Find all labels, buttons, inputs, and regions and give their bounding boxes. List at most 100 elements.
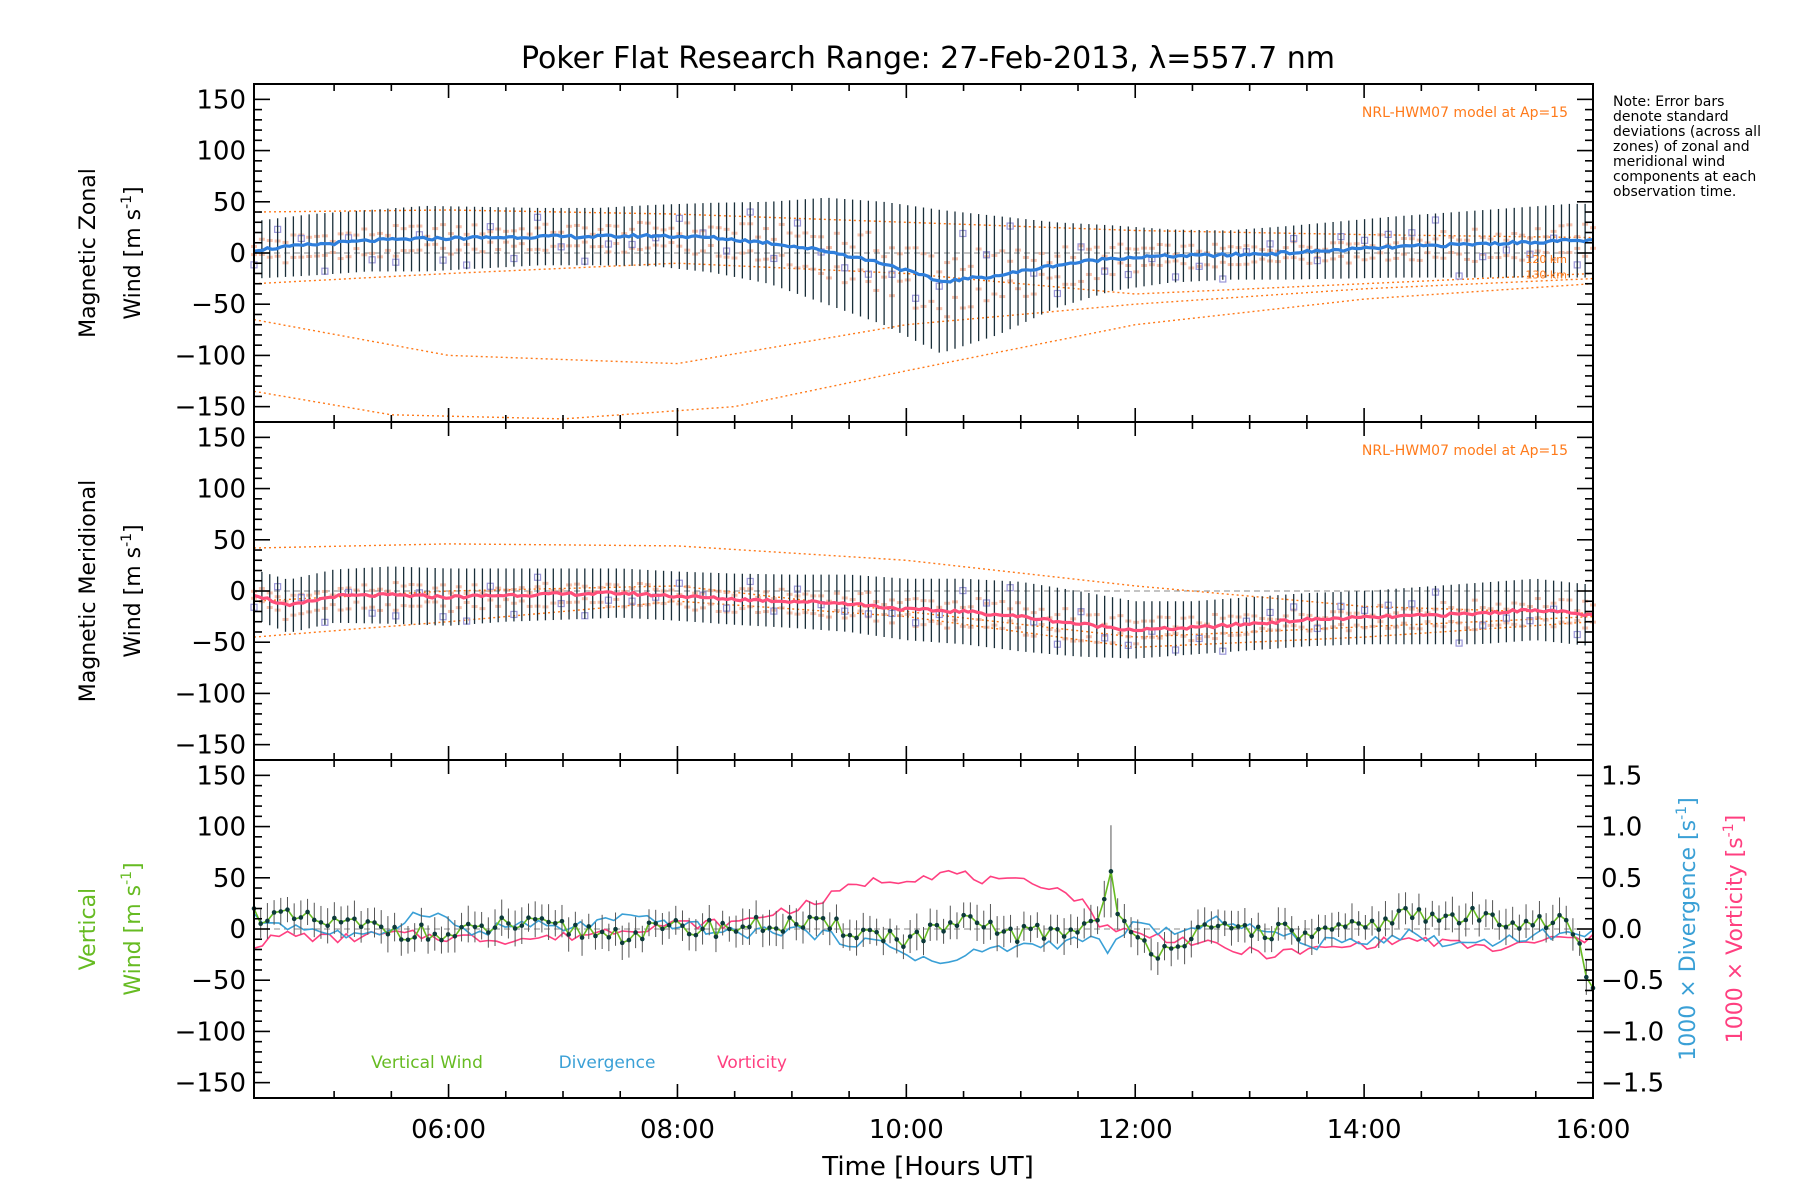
vertical-wind-point <box>365 919 371 924</box>
y-axis-label-line2: Wind [m s-1] <box>119 524 146 657</box>
vertical-wind-point <box>1329 927 1335 932</box>
vertical-wind-point <box>780 929 786 934</box>
model-level-label: 130 km <box>1525 269 1567 282</box>
x-tick-label: 14:00 <box>1327 1115 1402 1145</box>
vertical-wind-point <box>298 915 304 920</box>
vertical-wind-point <box>1517 926 1522 931</box>
y-tick-label: −100 <box>175 679 246 709</box>
vertical-wind-point <box>934 922 940 928</box>
legend-vorticity: Vorticity <box>717 1053 787 1073</box>
y2-tick-label: 0.0 <box>1601 915 1642 945</box>
vertical-wind-point <box>338 919 344 925</box>
vertical-wind-point <box>693 932 699 938</box>
vertical-wind-point <box>787 915 792 920</box>
x-axis: 06:00 08:00 10:00 12:00 14:00 16:00 Time [Hour… <box>411 1115 1630 1182</box>
vertical-wind-point <box>1430 911 1435 917</box>
vertical-wind-point <box>1041 936 1047 941</box>
panel-zonal-axes: 150 100 50 0 −50 −100 −150 Magnetic Zonal Wind [… <box>76 83 1594 423</box>
vertical-wind-point <box>372 920 377 925</box>
vertical-wind-point <box>1363 925 1368 930</box>
vertical-wind-point <box>887 928 893 934</box>
vertical-wind-point <box>740 924 746 929</box>
vertical-wind-point <box>914 929 920 935</box>
vertical-wind-point <box>1175 944 1181 949</box>
vertical-wind-point <box>1530 923 1536 928</box>
vertical-wind-point <box>1316 926 1321 932</box>
vertical-wind-point <box>285 907 290 912</box>
y2-tick-label: 0.5 <box>1601 864 1642 894</box>
vertical-wind-point <box>385 931 391 937</box>
chart-axes-layer: 150 100 50 0 −50 −100 −150 Magnetic Zonal Wind [… <box>76 83 1748 1182</box>
vertical-wind-point <box>1423 919 1428 924</box>
panel-meridional-data: NRL-HWM07 model at Ap=15 <box>250 443 1596 659</box>
y-tick-label: −50 <box>191 290 246 320</box>
y-tick-label: −150 <box>175 731 246 761</box>
y-tick-label: 50 <box>213 188 246 218</box>
vertical-wind-point <box>1470 905 1475 911</box>
y-tick-label: 100 <box>196 813 246 843</box>
y-tick-label: 150 <box>196 761 246 791</box>
x-tick-label: 08:00 <box>640 1115 715 1145</box>
vertical-wind-point <box>1035 922 1040 928</box>
vertical-wind-point <box>767 925 772 930</box>
y-tick-label: 150 <box>196 423 246 453</box>
vertical-wind-point <box>1202 922 1207 927</box>
vertical-wind-point <box>459 924 464 930</box>
vertical-wind-point <box>358 924 364 930</box>
vertical-wind-point <box>660 926 665 932</box>
y-tick-label: −50 <box>191 628 246 658</box>
vertical-wind-point <box>479 923 484 929</box>
vertical-wind-point <box>465 921 471 927</box>
y-tick-label: −150 <box>175 393 246 423</box>
vertical-wind-point <box>1436 918 1442 923</box>
vertical-wind-point <box>1108 869 1114 874</box>
panel-meridional-axes: 150 100 50 0 −50 −100 −150 Magnetic Meridional W… <box>76 421 1594 761</box>
y2-label-vorticity: 1000 × Vorticity [s-1] <box>1721 815 1748 1043</box>
vertical-wind-point <box>566 932 571 937</box>
vertical-wind-point <box>814 915 819 921</box>
vertical-wind-point <box>579 935 585 940</box>
vertical-wind-point <box>1008 926 1013 932</box>
vertical-wind-point <box>1068 927 1074 932</box>
y-tick-label: −150 <box>175 1069 246 1099</box>
vertical-wind-point <box>311 917 317 923</box>
vertical-wind-point <box>1577 941 1582 946</box>
vertical-wind-point <box>1476 918 1482 923</box>
vertical-wind-point <box>847 932 853 938</box>
vertical-wind-point <box>1242 922 1248 928</box>
vertical-wind-point <box>378 924 384 930</box>
vertical-wind-point <box>271 910 277 915</box>
divergence-line <box>253 911 1594 965</box>
vertical-wind-point <box>332 915 337 921</box>
vertical-wind-point <box>874 929 879 935</box>
vertical-wind-point <box>1369 918 1375 924</box>
vertical-wind-point <box>727 926 732 932</box>
vertical-wind-point <box>1028 926 1033 932</box>
vertical-wind-point <box>392 924 397 930</box>
vertical-wind-point <box>1282 921 1288 927</box>
vertical-wind-point <box>713 934 719 940</box>
vertical-wind-point <box>305 909 310 915</box>
vertical-wind-point <box>1537 913 1542 919</box>
vertical-wind-point <box>1189 936 1194 942</box>
vertical-wind-point <box>834 916 839 922</box>
y-axis-label-line2: Wind [m s-1] <box>119 862 146 995</box>
vertical-wind-point <box>793 922 799 927</box>
vertical-wind-point <box>432 931 438 937</box>
vertical-wind-point <box>532 916 538 922</box>
vertical-wind-point <box>1155 956 1161 961</box>
panel-vertical-axes: 150 100 50 0 −50 −100 −150 Vertical Wind [m s-1] <box>76 759 1594 1099</box>
vertical-wind-point <box>506 921 511 926</box>
vertical-wind-point <box>452 933 458 939</box>
legend-divergence: Divergence <box>559 1053 656 1073</box>
vertical-wind-point <box>352 916 357 922</box>
vertical-wind-point <box>1409 915 1415 921</box>
vertical-wind-point <box>1162 943 1167 949</box>
vertical-wind-point <box>680 923 685 929</box>
y-axis-label-line1: Magnetic Meridional <box>76 480 101 702</box>
zonal-mean-wind-line <box>253 232 1594 284</box>
model-curve-3 <box>253 283 1594 420</box>
vertical-wind-point <box>820 916 826 921</box>
x-tick-label: 12:00 <box>1098 1115 1173 1145</box>
